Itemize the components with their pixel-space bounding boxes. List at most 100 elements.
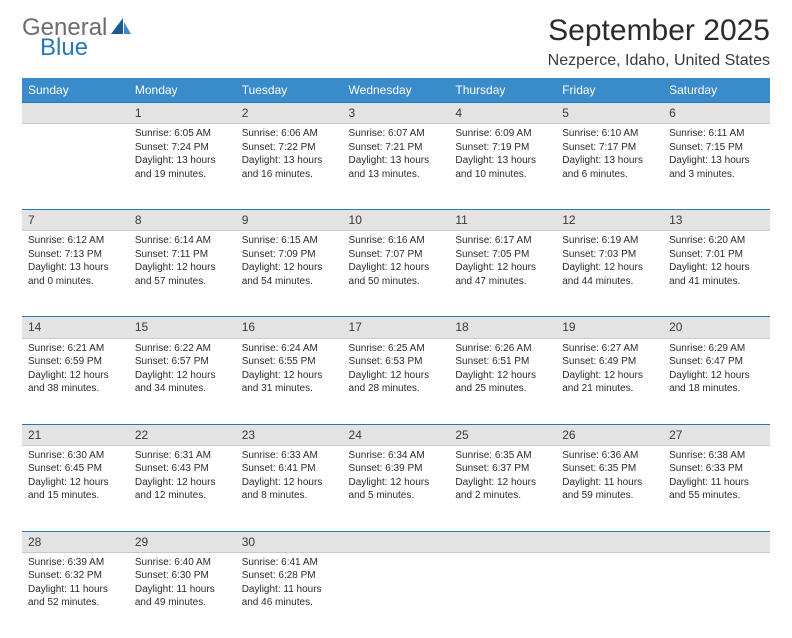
day2-text: and 59 minutes.	[562, 489, 657, 503]
sunset-text: Sunset: 7:19 PM	[455, 141, 550, 155]
day-cell: Sunrise: 6:15 AMSunset: 7:09 PMDaylight:…	[236, 231, 343, 317]
day1-text: Daylight: 12 hours	[562, 369, 657, 383]
day2-text: and 0 minutes.	[28, 275, 123, 289]
day1-text: Daylight: 11 hours	[242, 583, 337, 597]
day-header: Tuesday	[236, 78, 343, 103]
day-number-row: 123456	[22, 103, 770, 124]
day1-text: Daylight: 12 hours	[669, 261, 764, 275]
sunrise-text: Sunrise: 6:41 AM	[242, 556, 337, 570]
day-number: 18	[449, 317, 556, 338]
day2-text: and 19 minutes.	[135, 168, 230, 182]
sunset-text: Sunset: 6:47 PM	[669, 355, 764, 369]
day2-text: and 38 minutes.	[28, 382, 123, 396]
day-cell: Sunrise: 6:14 AMSunset: 7:11 PMDaylight:…	[129, 231, 236, 317]
week-row: Sunrise: 6:39 AMSunset: 6:32 PMDaylight:…	[22, 552, 770, 638]
location-text: Nezperce, Idaho, United States	[548, 52, 770, 70]
sunrise-text: Sunrise: 6:09 AM	[455, 127, 550, 141]
day-header: Sunday	[22, 78, 129, 103]
sunset-text: Sunset: 6:30 PM	[135, 569, 230, 583]
day2-text: and 15 minutes.	[28, 489, 123, 503]
sunrise-text: Sunrise: 6:20 AM	[669, 234, 764, 248]
day2-text: and 55 minutes.	[669, 489, 764, 503]
day-number	[449, 531, 556, 552]
sunset-text: Sunset: 6:57 PM	[135, 355, 230, 369]
day2-text: and 44 minutes.	[562, 275, 657, 289]
day-cell: Sunrise: 6:11 AMSunset: 7:15 PMDaylight:…	[663, 124, 770, 210]
day-number: 21	[22, 424, 129, 445]
sunset-text: Sunset: 7:01 PM	[669, 248, 764, 262]
day-number-row: 78910111213	[22, 210, 770, 231]
sunrise-text: Sunrise: 6:27 AM	[562, 342, 657, 356]
day-cell	[22, 124, 129, 210]
day-number: 4	[449, 103, 556, 124]
day-number: 22	[129, 424, 236, 445]
day1-text: Daylight: 12 hours	[135, 476, 230, 490]
day-number: 11	[449, 210, 556, 231]
day1-text: Daylight: 12 hours	[349, 369, 444, 383]
day2-text: and 25 minutes.	[455, 382, 550, 396]
sunset-text: Sunset: 6:51 PM	[455, 355, 550, 369]
sunrise-text: Sunrise: 6:35 AM	[455, 449, 550, 463]
day-cell: Sunrise: 6:05 AMSunset: 7:24 PMDaylight:…	[129, 124, 236, 210]
sunrise-text: Sunrise: 6:31 AM	[135, 449, 230, 463]
day2-text: and 50 minutes.	[349, 275, 444, 289]
sunrise-text: Sunrise: 6:11 AM	[669, 127, 764, 141]
sunset-text: Sunset: 7:11 PM	[135, 248, 230, 262]
sunset-text: Sunset: 6:35 PM	[562, 462, 657, 476]
day-cell: Sunrise: 6:19 AMSunset: 7:03 PMDaylight:…	[556, 231, 663, 317]
day-number: 14	[22, 317, 129, 338]
day-cell: Sunrise: 6:29 AMSunset: 6:47 PMDaylight:…	[663, 338, 770, 424]
sunset-text: Sunset: 6:39 PM	[349, 462, 444, 476]
sunset-text: Sunset: 7:13 PM	[28, 248, 123, 262]
day2-text: and 12 minutes.	[135, 489, 230, 503]
sunset-text: Sunset: 7:21 PM	[349, 141, 444, 155]
sunset-text: Sunset: 6:45 PM	[28, 462, 123, 476]
day-cell: Sunrise: 6:16 AMSunset: 7:07 PMDaylight:…	[343, 231, 450, 317]
day-cell: Sunrise: 6:24 AMSunset: 6:55 PMDaylight:…	[236, 338, 343, 424]
day-cell: Sunrise: 6:22 AMSunset: 6:57 PMDaylight:…	[129, 338, 236, 424]
day2-text: and 10 minutes.	[455, 168, 550, 182]
day1-text: Daylight: 12 hours	[135, 261, 230, 275]
day-cell: Sunrise: 6:21 AMSunset: 6:59 PMDaylight:…	[22, 338, 129, 424]
day-number: 23	[236, 424, 343, 445]
week-row: Sunrise: 6:21 AMSunset: 6:59 PM Daylight:…	[22, 338, 770, 424]
sunset-text: Sunset: 6:59 PM	[28, 355, 123, 369]
day2-text: and 13 minutes.	[349, 168, 444, 182]
day-number: 13	[663, 210, 770, 231]
day-cell: Sunrise: 6:06 AMSunset: 7:22 PMDaylight:…	[236, 124, 343, 210]
day-cell: Sunrise: 6:31 AMSunset: 6:43 PMDaylight:…	[129, 445, 236, 531]
day2-text: and 3 minutes.	[669, 168, 764, 182]
day1-text: Daylight: 11 hours	[562, 476, 657, 490]
day-cell: Sunrise: 6:39 AMSunset: 6:32 PMDaylight:…	[22, 552, 129, 638]
day-number: 15	[129, 317, 236, 338]
day-number: 26	[556, 424, 663, 445]
sunset-text: Sunset: 6:37 PM	[455, 462, 550, 476]
day-number: 1	[129, 103, 236, 124]
sunset-text: Sunset: 6:49 PM	[562, 355, 657, 369]
day1-text: Daylight: 13 hours	[28, 261, 123, 275]
day2-text: and 21 minutes.	[562, 382, 657, 396]
day2-text: and 28 minutes.	[349, 382, 444, 396]
day2-text: and 47 minutes.	[455, 275, 550, 289]
day-number: 28	[22, 531, 129, 552]
day1-text: Daylight: 12 hours	[135, 369, 230, 383]
day1-text: Daylight: 12 hours	[669, 369, 764, 383]
sunset-text: Sunset: 6:55 PM	[242, 355, 337, 369]
sunrise-text: Sunrise: 6:25 AM	[349, 342, 444, 356]
sunrise-text: Sunrise: 6:15 AM	[242, 234, 337, 248]
sunrise-text: Sunrise: 6:33 AM	[242, 449, 337, 463]
sunrise-text: Sunrise: 6:12 AM	[28, 234, 123, 248]
day2-text: and 8 minutes.	[242, 489, 337, 503]
day-cell: Sunrise: 6:41 AMSunset: 6:28 PMDaylight:…	[236, 552, 343, 638]
calendar-table: Sunday Monday Tuesday Wednesday Thursday…	[22, 78, 770, 638]
sunset-text: Sunset: 7:03 PM	[562, 248, 657, 262]
day-cell: Sunrise: 6:10 AMSunset: 7:17 PMDaylight:…	[556, 124, 663, 210]
day1-text: Daylight: 13 hours	[135, 154, 230, 168]
logo: General Blue	[22, 14, 133, 60]
day-number-row: 21222324252627	[22, 424, 770, 445]
sunset-text: Sunset: 6:41 PM	[242, 462, 337, 476]
day1-text: Daylight: 13 hours	[562, 154, 657, 168]
day-number	[22, 103, 129, 124]
sunrise-text: Sunrise: 6:21 AM	[28, 342, 123, 356]
day1-text: Daylight: 13 hours	[349, 154, 444, 168]
